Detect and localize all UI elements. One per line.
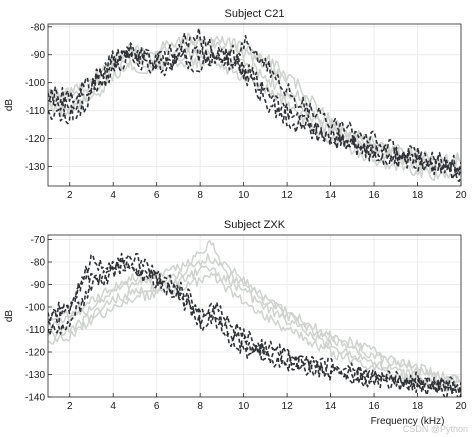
- y-axis-label: dB: [4, 99, 15, 112]
- series-line-gray-solid: [48, 253, 461, 384]
- y-tick-label: -130: [25, 370, 45, 381]
- y-tick-label: -80: [31, 258, 46, 269]
- y-tick-label: -90: [31, 280, 46, 291]
- panel-subject-zxk: 2 4 6 8 10 12 14 16 18 20 -140 -130 -120 -110 -100 -90 -…: [4, 219, 467, 427]
- y-tick-label: -120: [25, 348, 45, 359]
- series-line-black-dashed: [48, 27, 461, 175]
- series-line-black-dashed: [48, 42, 461, 183]
- x-tick-label: 12: [282, 190, 294, 201]
- y-tick-label: -110: [26, 325, 46, 336]
- x-tick-label: 14: [325, 190, 337, 201]
- x-tick-label: 8: [197, 190, 203, 201]
- panel-subject-c21: 2 4 6 8 10 12 14 16 18 20 -130 -120 -110 -100 -90 -80 Su…: [4, 8, 467, 201]
- series-line-gray-solid: [48, 35, 461, 167]
- x-tick-label: 20: [455, 190, 467, 201]
- x-tick-label: 18: [412, 190, 424, 201]
- x-tick-label: 6: [154, 401, 160, 412]
- panel-title: Subject C21: [225, 8, 285, 20]
- x-tick-label: 2: [67, 190, 73, 201]
- series-group: [48, 27, 461, 183]
- x-tick-label: 14: [325, 401, 337, 412]
- y-tick-label: -130: [25, 162, 45, 173]
- x-tick-label: 6: [154, 190, 160, 201]
- y-tick-label: -100: [25, 78, 45, 89]
- x-tick-label: 20: [455, 401, 467, 412]
- y-tick-label: -80: [31, 22, 46, 33]
- x-tick-label: 12: [282, 401, 294, 412]
- x-tick-label: 4: [110, 190, 116, 201]
- series-line-black-dashed: [48, 46, 461, 176]
- series-group: [48, 239, 461, 397]
- y-tick-label: -90: [31, 50, 46, 61]
- x-axis-label: Frequency (kHz): [371, 416, 445, 427]
- x-tick-label: 18: [412, 401, 424, 412]
- y-tick-label: -140: [25, 393, 45, 404]
- plot-frame: [47, 234, 462, 398]
- x-tick-label: 10: [238, 190, 250, 201]
- x-tick-label: 10: [238, 401, 250, 412]
- x-tick-label: 8: [197, 401, 203, 412]
- y-tick-label: -70: [31, 235, 46, 246]
- series-line-black-dashed: [48, 252, 461, 392]
- x-tick-label: 4: [110, 401, 116, 412]
- y-tick-label: -100: [25, 303, 45, 314]
- x-tick-label: 2: [67, 401, 73, 412]
- y-tick-label: -120: [25, 134, 45, 145]
- x-tick-label: 16: [368, 190, 380, 201]
- series-line-gray-solid: [48, 239, 461, 384]
- x-tick-label: 16: [368, 401, 380, 412]
- y-axis-label: dB: [4, 310, 15, 323]
- series-line-gray-solid: [48, 265, 461, 392]
- plot-frame: [47, 23, 462, 187]
- y-tick-label: -110: [26, 106, 46, 117]
- credit-watermark: CSDN @Python: [403, 424, 468, 434]
- panel-title: Subject ZXK: [224, 219, 286, 231]
